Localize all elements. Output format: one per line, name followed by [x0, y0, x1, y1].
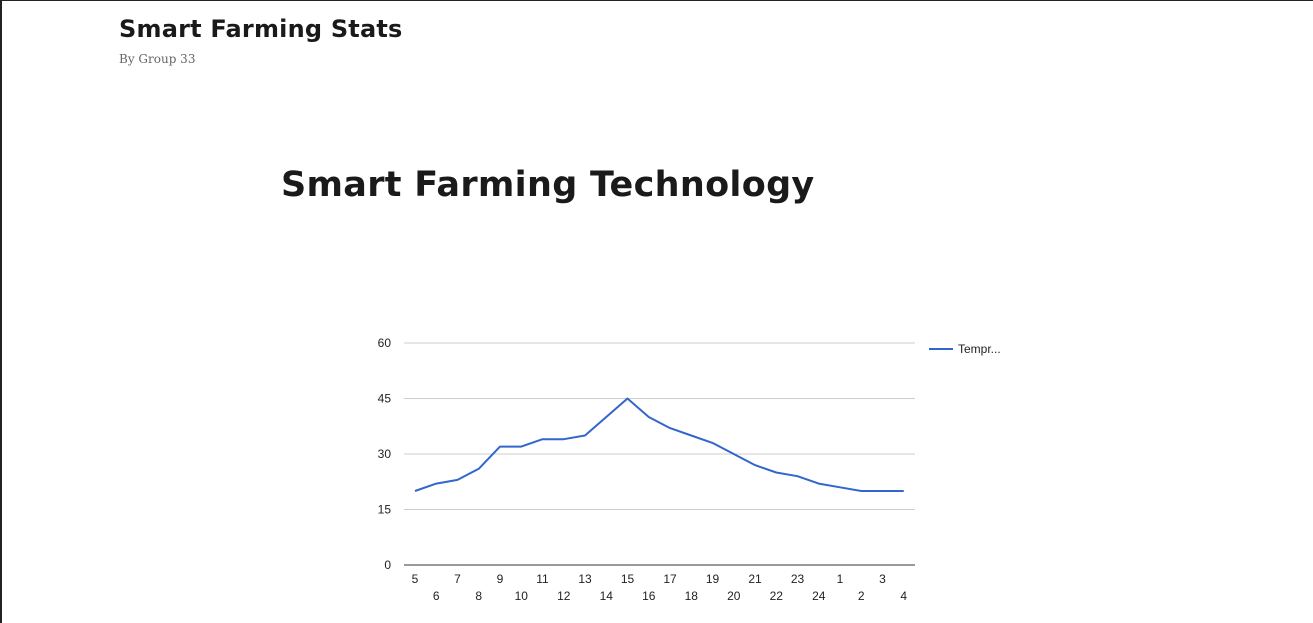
x-tick-label: 17 — [663, 572, 677, 586]
x-tick-label: 20 — [727, 589, 741, 603]
x-tick-label: 8 — [475, 589, 482, 603]
y-tick-label: 0 — [384, 558, 391, 572]
x-tick-label: 4 — [900, 589, 907, 603]
x-tick-label: 24 — [812, 589, 826, 603]
x-tick-label: 1 — [837, 572, 844, 586]
chart-series — [414, 397, 904, 492]
x-tick-label: 5 — [412, 572, 419, 586]
chart-y-axis: 0 15 30 45 60 — [378, 336, 392, 572]
chart-legend[interactable]: Tempr... — [929, 342, 1001, 356]
x-tick-label: 22 — [770, 589, 784, 603]
y-tick-label: 15 — [378, 503, 392, 517]
x-tick-label: 9 — [497, 572, 504, 586]
site-subtitle: By Group 33 — [119, 52, 196, 66]
legend-label[interactable]: Tempr... — [958, 342, 1001, 356]
chart-gridlines — [404, 342, 915, 566]
x-tick-label: 14 — [600, 589, 614, 603]
x-tick-label: 19 — [706, 572, 720, 586]
x-tick-label: 23 — [791, 572, 805, 586]
site-title[interactable]: Smart Farming Stats — [119, 15, 403, 43]
page-heading: Smart Farming Technology — [281, 165, 815, 205]
x-tick-label: 3 — [879, 572, 886, 586]
x-tick-label: 21 — [748, 572, 762, 586]
x-tick-label: 11 — [536, 572, 549, 586]
x-tick-label: 15 — [621, 572, 635, 586]
x-tick-label: 16 — [642, 589, 656, 603]
series-line[interactable] — [414, 397, 904, 492]
x-tick-label: 2 — [858, 589, 865, 603]
y-tick-label: 45 — [378, 392, 392, 406]
x-tick-label: 6 — [433, 589, 440, 603]
x-tick-label: 7 — [454, 572, 461, 586]
x-tick-label: 18 — [685, 589, 699, 603]
y-tick-label: 30 — [378, 447, 392, 461]
y-tick-label: 60 — [378, 336, 392, 350]
x-tick-label: 13 — [578, 572, 592, 586]
x-tick-label: 10 — [515, 589, 529, 603]
x-tick-label: 12 — [557, 589, 571, 603]
